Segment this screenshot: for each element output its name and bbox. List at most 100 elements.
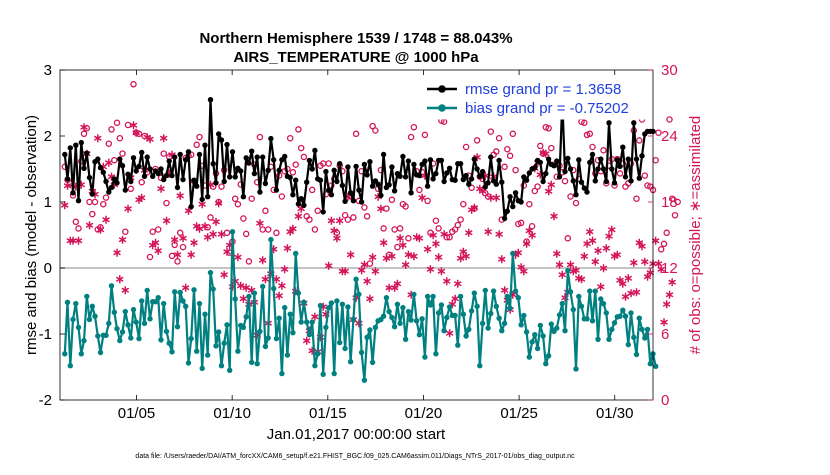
rmse-point: [323, 168, 329, 175]
obs-assimilated-marker: ∗: [634, 236, 644, 250]
bias-point: [413, 318, 420, 324]
rmse-point: [589, 151, 596, 158]
obs-assimilated-marker: ∗: [450, 292, 460, 306]
plot-background: [60, 70, 653, 400]
obs-assimilated-marker: ∗: [618, 276, 628, 290]
obs-assimilated-marker: ∗: [164, 166, 174, 180]
bias-point: [254, 361, 260, 367]
rmse-point: [210, 161, 216, 167]
bias-point: [81, 337, 87, 344]
rmse-point: [367, 159, 373, 165]
obs-possible-marker: [416, 186, 423, 194]
rmse-point: [358, 199, 365, 205]
bias-point: [73, 300, 79, 307]
rmse-point: [477, 173, 483, 179]
rmse-point: [625, 156, 631, 162]
rmse-point: [438, 157, 445, 164]
rmse-point: [584, 189, 590, 195]
obs-possible-marker: [509, 130, 517, 138]
obs-possible-marker: [366, 260, 374, 267]
y-right-tick-label: 12: [661, 260, 678, 277]
bias-point: [290, 330, 296, 336]
rmse-point: [216, 131, 222, 137]
obs-possible-marker: [350, 214, 357, 221]
rmse-point: [628, 178, 634, 184]
obs-assimilated-marker: ∗: [513, 246, 523, 260]
obs-possible-marker: [256, 133, 264, 141]
bias-point: [312, 363, 318, 369]
obs-assimilated-marker: ∗: [612, 248, 622, 262]
obs-assimilated-marker: ∗: [423, 242, 433, 256]
rmse-point: [320, 209, 326, 215]
bias-point: [125, 322, 131, 328]
rmse-point: [408, 190, 414, 196]
rmse-point: [257, 189, 263, 195]
obs-possible-marker: [561, 177, 569, 185]
rmse-point: [169, 172, 175, 179]
rmse-point: [540, 178, 546, 185]
rmse-point: [466, 181, 472, 187]
obs-assimilated-marker: ∗: [651, 233, 661, 247]
obs-assimilated-marker: ∗: [381, 251, 391, 265]
rmse-point: [337, 161, 343, 167]
bias-point: [510, 250, 516, 257]
obs-possible-marker: [504, 145, 511, 153]
obs-possible-marker: [80, 130, 88, 138]
obs-possible-marker: [209, 183, 217, 190]
obs-assimilated-marker: ∗: [351, 291, 361, 305]
obs-possible-marker: [286, 134, 294, 142]
obs-assimilated-marker: ∗: [585, 225, 595, 239]
rmse-point: [81, 165, 87, 171]
obs-possible-marker: [633, 195, 640, 202]
bias-point: [427, 302, 434, 308]
obs-assimilated-marker: ∗: [467, 203, 477, 217]
bias-point: [402, 336, 409, 342]
obs-possible-marker: [671, 211, 679, 219]
bias-point: [141, 320, 148, 327]
rmse-point: [205, 194, 211, 200]
obs-assimilated-marker: ∗: [214, 196, 224, 210]
obs-assimilated-marker: ∗: [274, 288, 284, 302]
bias-point: [337, 339, 343, 346]
bias-point: [334, 298, 340, 304]
obs-assimilated-marker: ∗: [549, 209, 559, 223]
rmse-point: [614, 157, 620, 163]
obs-possible-marker: [108, 126, 115, 133]
rmse-point: [185, 149, 192, 155]
bias-point: [408, 317, 414, 323]
bias-point: [537, 322, 543, 329]
rmse-point: [496, 157, 502, 164]
rmse-point: [581, 185, 587, 191]
obs-possible-marker: [652, 156, 659, 164]
obs-assimilated-marker: ∗: [637, 239, 647, 253]
obs-possible-marker: [325, 160, 332, 167]
obs-assimilated-marker: ∗: [90, 187, 100, 201]
obs-assimilated-marker: ∗: [552, 247, 562, 261]
obs-assimilated-marker: ∗: [472, 150, 482, 164]
obs-assimilated-marker: ∗: [172, 248, 182, 262]
bias-point: [405, 308, 412, 315]
obs-possible-marker: [113, 119, 121, 127]
bias-point: [433, 351, 439, 357]
obs-assimilated-marker: ∗: [318, 299, 328, 313]
rmse-point: [501, 215, 508, 222]
bias-point: [521, 312, 527, 319]
bias-point: [512, 288, 519, 294]
obs-assimilated-marker: ∗: [431, 237, 441, 251]
rmse-point: [224, 141, 230, 148]
bias-point: [567, 289, 574, 295]
bias-point: [622, 313, 629, 319]
obs-possible-marker: [369, 122, 376, 130]
rmse-point: [268, 135, 274, 142]
rmse-point: [369, 183, 376, 189]
bias-point: [356, 291, 362, 298]
obs-assimilated-marker: ∗: [456, 251, 466, 265]
obs-assimilated-marker: ∗: [486, 191, 496, 205]
obs-possible-marker: [545, 125, 552, 132]
obs-possible-marker: [655, 129, 662, 136]
obs-assimilated-marker: ∗: [326, 214, 336, 228]
obs-assimilated-marker: ∗: [109, 177, 119, 191]
obs-possible-marker: [589, 143, 596, 151]
rmse-point: [227, 174, 233, 180]
rmse-point: [238, 168, 244, 174]
